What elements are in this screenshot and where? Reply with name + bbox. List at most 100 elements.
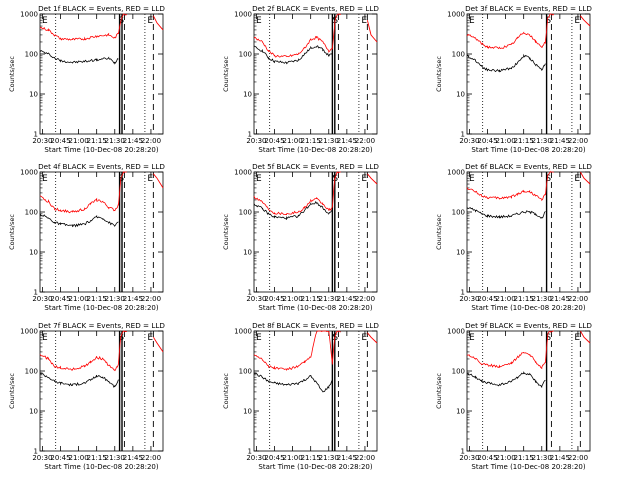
flag-label-e: E [574, 333, 580, 343]
series-lld-line [39, 330, 127, 372]
panel-det-6f: Det 6f BLACK = Events, RED = LLD 1 10 100 10… [435, 162, 592, 312]
y-tick-label: 100 [452, 51, 465, 59]
series-lld-late-line [153, 336, 164, 353]
x-tick-label: 21:45 [550, 295, 570, 303]
x-tick-label: 21:30 [319, 454, 339, 462]
x-tick-label: 21:45 [123, 295, 143, 303]
x-tick-label: 21:00 [282, 295, 302, 303]
panel-title: Det 1f BLACK = Events, RED = LLD [38, 4, 165, 13]
x-tick-label: 21:45 [337, 454, 357, 462]
panel-det-7f: Det 7f BLACK = Events, RED = LLD 1 10 100 10… [8, 321, 165, 471]
x-tick-label: 21:15 [301, 295, 321, 303]
y-tick-label: 10 [243, 249, 252, 257]
panel-det-9f: Det 9f BLACK = Events, RED = LLD 1 10 100 10… [435, 321, 592, 471]
x-axis-label: Start Time (10-Dec-08 20:28:20) [44, 304, 158, 312]
x-tick-label: 21:45 [337, 295, 357, 303]
panel-det-2f: Det 2f BLACK = Events, RED = LLD 1 10 100 10… [222, 4, 379, 154]
flag-label-e: E [469, 16, 475, 26]
x-tick-label: 20:30 [459, 137, 479, 145]
series-lld-line [253, 13, 342, 58]
x-tick-label: 22:00 [355, 295, 375, 303]
series-lld-line [466, 170, 554, 202]
y-tick-label: 10 [29, 408, 38, 416]
flag-label-s: S [118, 333, 124, 343]
y-tick-label: 100 [25, 209, 38, 217]
series-lld-line [39, 171, 127, 214]
series-events-line [253, 45, 333, 65]
x-tick-label: 20:30 [32, 454, 52, 462]
x-tick-label: 21:30 [532, 295, 552, 303]
flag-label-s: S [545, 174, 551, 184]
series-lld-late-line [153, 173, 164, 189]
x-tick-label: 21:15 [301, 137, 321, 145]
series-events-line [39, 49, 119, 65]
y-axis-label: Counts/sec [8, 56, 16, 92]
x-tick-label: 22:00 [355, 454, 375, 462]
y-tick-label: 10 [29, 91, 38, 99]
y-tick-label: 1 [34, 289, 38, 297]
panel-title: Det 4f BLACK = Events, RED = LLD [38, 162, 165, 171]
flag-label-s: S [545, 16, 551, 26]
y-tick-label: 1 [248, 448, 252, 456]
x-tick-label: 21:00 [282, 454, 302, 462]
x-tick-label: 21:00 [282, 137, 302, 145]
x-tick-label: 20:45 [50, 454, 70, 462]
panel-title: Det 9f BLACK = Events, RED = LLD [465, 321, 592, 330]
y-tick-label: 1000 [447, 11, 465, 19]
x-tick-label: 20:45 [477, 454, 497, 462]
series-lld-line [466, 330, 554, 370]
panel-det-3f: Det 3f BLACK = Events, RED = LLD 1 10 100 10… [435, 4, 592, 154]
x-tick-label: 22:00 [141, 137, 161, 145]
flag-label-e: E [361, 16, 367, 26]
y-tick-label: 10 [29, 249, 38, 257]
series-events-line [466, 53, 546, 73]
axes-frame [466, 13, 591, 135]
x-tick-label: 21:00 [495, 137, 515, 145]
x-tick-label: 20:30 [246, 137, 266, 145]
flag-label-e: E [147, 174, 153, 184]
series-lld-line [253, 330, 341, 372]
flag-label-e: E [256, 174, 262, 184]
y-axis-label: Counts/sec [222, 214, 230, 250]
flag-label-e: E [574, 16, 580, 26]
series-events-line [39, 213, 119, 228]
flag-label-s: S [332, 174, 338, 184]
x-tick-label: 20:30 [459, 454, 479, 462]
x-axis-label: Start Time (10-Dec-08 20:28:20) [44, 146, 158, 154]
x-tick-label: 21:15 [87, 137, 107, 145]
flag-label-e: E [361, 174, 367, 184]
axes-frame [466, 171, 591, 293]
x-tick-label: 21:15 [301, 454, 321, 462]
x-tick-label: 21:30 [105, 137, 125, 145]
x-tick-label: 21:30 [105, 295, 125, 303]
panel-title: Det 2f BLACK = Events, RED = LLD [252, 4, 379, 13]
x-tick-label: 20:45 [264, 295, 284, 303]
x-tick-label: 22:00 [568, 454, 588, 462]
x-tick-label: 22:00 [141, 295, 161, 303]
y-tick-label: 100 [452, 368, 465, 376]
panel-title: Det 8f BLACK = Events, RED = LLD [252, 321, 379, 330]
y-tick-label: 1000 [20, 328, 38, 336]
x-tick-label: 21:45 [123, 454, 143, 462]
panel-det-1f: Det 1f BLACK = Events, RED = LLD 1 10 100 10… [8, 4, 165, 154]
x-tick-label: 21:45 [550, 454, 570, 462]
x-tick-label: 21:30 [532, 454, 552, 462]
y-tick-label: 1000 [20, 169, 38, 177]
y-tick-label: 1 [248, 289, 252, 297]
panel-det-4f: Det 4f BLACK = Events, RED = LLD 1 10 100 10… [8, 162, 165, 312]
x-tick-label: 21:30 [319, 137, 339, 145]
y-axis-label: Counts/sec [8, 214, 16, 250]
y-axis-label: Counts/sec [222, 373, 230, 409]
series-lld-late-line [367, 332, 378, 344]
y-tick-label: 100 [239, 51, 252, 59]
series-events-line [466, 207, 546, 219]
y-axis-label: Counts/sec [222, 56, 230, 92]
x-tick-label: 21:00 [495, 295, 515, 303]
x-axis-label: Start Time (10-Dec-08 20:28:20) [44, 463, 158, 471]
series-lld-late-line [580, 330, 591, 344]
series-events-line [39, 372, 119, 388]
x-tick-label: 22:00 [141, 454, 161, 462]
y-tick-label: 100 [239, 209, 252, 217]
axes-frame [39, 13, 164, 135]
